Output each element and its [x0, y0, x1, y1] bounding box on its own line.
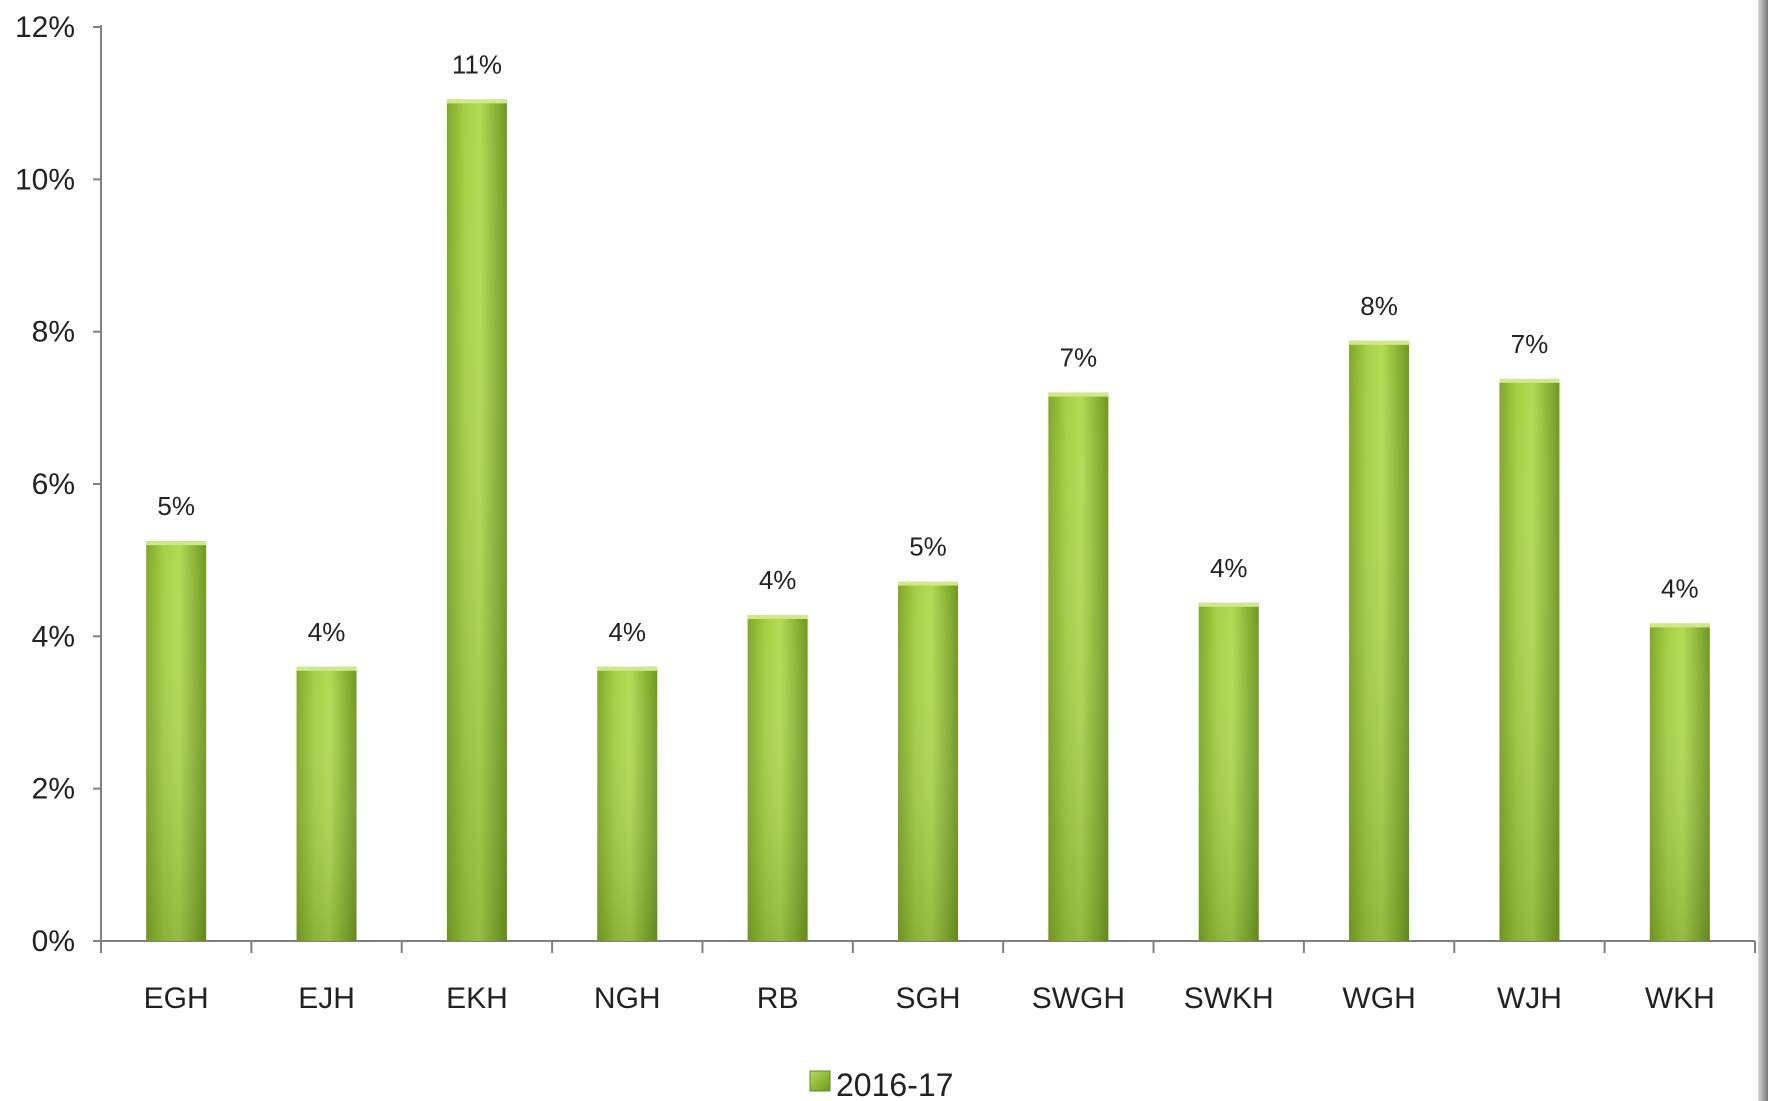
bar: [747, 615, 808, 941]
bar: [597, 666, 658, 941]
bar-top-highlight: [1349, 340, 1410, 345]
bar-shade: [1048, 392, 1109, 942]
bar-shade: [898, 581, 958, 941]
x-tick-label: SWGH: [1032, 982, 1125, 1015]
bar-top-highlight: [1649, 623, 1710, 628]
bar-shade: [597, 666, 658, 941]
bar: [146, 541, 207, 941]
x-tick-label: SWKH: [1184, 982, 1274, 1015]
bar-top-highlight: [1198, 602, 1259, 607]
frame-edge: [1758, 0, 1768, 1101]
bar: [1499, 378, 1560, 941]
x-tick-label: EJH: [298, 982, 355, 1015]
bar-series: [146, 99, 1710, 942]
bar-top-highlight: [1048, 392, 1109, 397]
legend-label: 2016-17: [836, 1067, 953, 1101]
bar-shade: [747, 615, 808, 941]
x-tick-label: RB: [757, 982, 799, 1015]
bar-shade: [296, 666, 357, 941]
data-label: 11%: [452, 49, 502, 79]
bar-shade: [1349, 340, 1410, 942]
bar: [1198, 602, 1259, 941]
bar: [1048, 392, 1109, 942]
bar-top-highlight: [1499, 378, 1560, 383]
data-label: 4%: [1210, 553, 1248, 583]
bar-top-highlight: [898, 581, 958, 586]
y-tick-label: 4%: [32, 620, 75, 653]
y-tick-label: 8%: [32, 316, 75, 349]
y-tick-label: 0%: [32, 925, 75, 958]
bar: [446, 99, 507, 941]
data-label: 7%: [1060, 343, 1098, 373]
x-tick-label: WKH: [1645, 982, 1715, 1015]
x-tick-label: SGH: [895, 982, 960, 1015]
x-tick-label: WGH: [1342, 982, 1415, 1015]
bar-top-highlight: [296, 666, 357, 671]
data-label: 7%: [1511, 329, 1549, 359]
bar-shade: [1198, 602, 1259, 941]
bar-shade: [1499, 378, 1560, 941]
bar-top-highlight: [597, 666, 658, 671]
data-label: 5%: [157, 491, 195, 521]
data-label: 4%: [608, 617, 646, 647]
x-tick-label: NGH: [594, 982, 661, 1015]
data-label: 5%: [909, 531, 947, 561]
y-tick-label: 12%: [15, 11, 75, 44]
x-tick-label: EGH: [144, 982, 209, 1015]
x-tick-label: EKH: [446, 982, 508, 1015]
bar-shade: [146, 541, 207, 941]
y-axis: 0% 2% 4% 6% 8% 10% 12%: [15, 11, 102, 958]
x-tick-label: WJH: [1497, 982, 1562, 1015]
data-label: 4%: [1661, 573, 1699, 603]
y-tick-label: 6%: [32, 468, 75, 501]
legend-swatch: [809, 1070, 831, 1092]
bar: [898, 581, 958, 941]
data-labels: 5% 4% 11% 4% 4% 5% 7% 4% 8% 7% 4%: [157, 49, 1698, 646]
x-axis: EGH EJH EKH NGH RB SGH SWGH SWKH WGH WJH WKH: [100, 940, 1756, 1015]
y-tick-label: 10%: [15, 163, 75, 196]
data-label: 4%: [759, 565, 797, 595]
data-label: 8%: [1360, 291, 1398, 321]
y-tick-label: 2%: [32, 773, 75, 806]
bar-top-highlight: [146, 541, 207, 546]
data-label: 4%: [308, 617, 346, 647]
bar: [296, 666, 357, 941]
bar: [1349, 340, 1410, 942]
bar-top-highlight: [747, 615, 808, 620]
legend: 2016-17: [809, 1067, 953, 1101]
bar-shade: [1649, 623, 1710, 941]
bar-top-highlight: [446, 99, 507, 104]
bar: [1649, 623, 1710, 941]
bar-shade: [446, 99, 507, 941]
